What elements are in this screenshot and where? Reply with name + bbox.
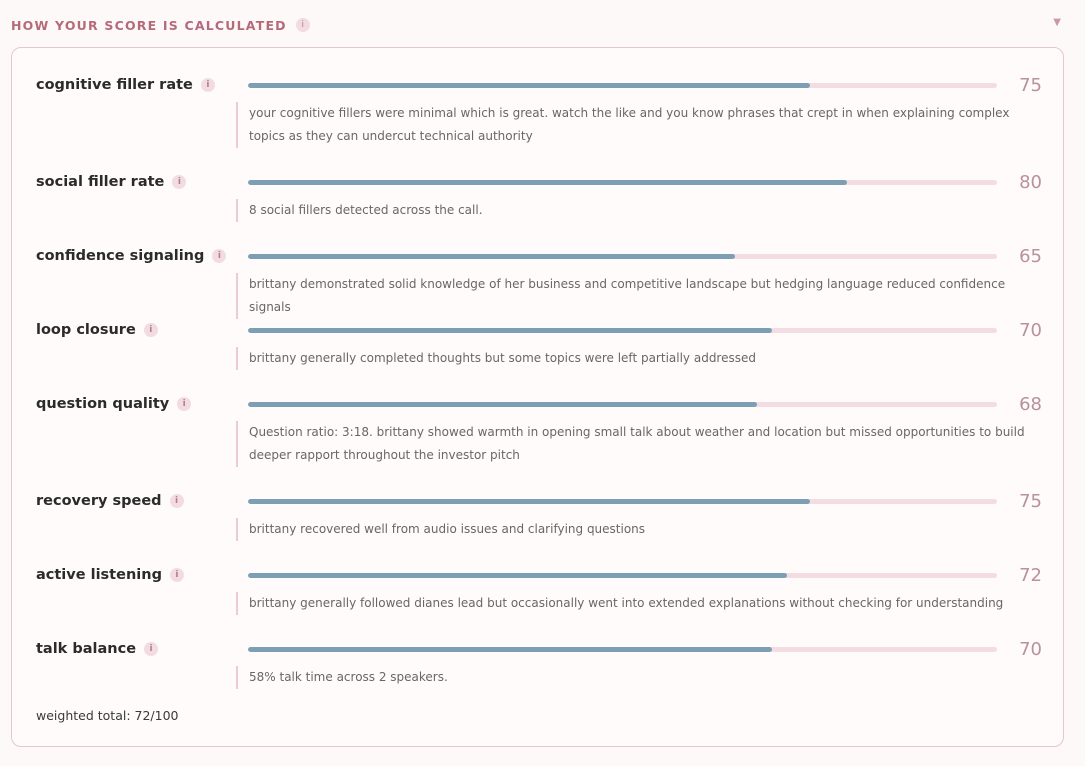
info-icon[interactable]: i [169,494,184,508]
score-bar-fill [248,499,810,504]
info-icon[interactable]: i [200,78,215,92]
score-bar-fill [248,180,848,185]
metric-description: brittany generally completed thoughts bu… [236,347,1049,370]
metric-description: 8 social fillers detected across the cal… [236,199,1049,222]
metric-label: question quality [36,396,170,412]
metric-label-wrap: active listening i [36,564,184,586]
score-bar [248,499,997,504]
metric-label-wrap: social filler rate i [36,171,187,193]
score-bar [248,83,997,88]
score-bar-fill [248,402,758,407]
metric-label-wrap: cognitive filler rate i [36,74,215,96]
metric-score: 70 [1019,319,1042,341]
metric-label: talk balance [36,641,137,657]
metric-description: your cognitive fillers were minimal whic… [236,102,1049,148]
section-header[interactable]: HOW YOUR SCORE IS CALCULATED i ▼ [11,14,1065,36]
score-bar-fill [248,647,773,652]
score-bar [248,647,997,652]
info-icon[interactable]: i [172,175,187,189]
metric-label-wrap: loop closure i [36,319,158,341]
score-bar [248,328,997,333]
score-bar-fill [248,83,810,88]
score-bar [248,180,997,185]
score-breakdown-panel: cognitive filler rate i 75 your cognitiv… [11,47,1064,747]
metric-label-wrap: question quality i [36,393,192,415]
metric-description: brittany demonstrated solid knowledge of… [236,273,1049,319]
metric-label: confidence signaling [36,248,205,264]
section-title: HOW YOUR SCORE IS CALCULATED [11,17,287,33]
info-icon[interactable]: i [143,323,158,337]
metric-score: 72 [1019,564,1042,586]
info-icon[interactable]: i [169,568,184,582]
metric-score: 75 [1019,490,1042,512]
metric-score: 68 [1019,393,1042,415]
weighted-total: weighted total: 72/100 [36,708,179,723]
metric-score: 65 [1019,245,1042,267]
metric-label: cognitive filler rate [36,77,193,93]
metric-score: 80 [1019,171,1042,193]
metric-label: loop closure [36,322,136,338]
metric-label-wrap: recovery speed i [36,490,184,512]
score-bar [248,254,997,259]
metric-label: active listening [36,567,162,583]
metric-description: 58% talk time across 2 speakers. [236,666,1049,689]
score-bar [248,573,997,578]
score-bar [248,402,997,407]
metric-label: social filler rate [36,174,165,190]
metric-score: 70 [1019,638,1042,660]
metric-description: Question ratio: 3:18. brittany showed wa… [236,421,1049,467]
score-bar-fill [248,254,735,259]
info-icon[interactable]: i [177,397,192,411]
info-icon[interactable]: i [295,18,310,32]
metric-label-wrap: talk balance i [36,638,159,660]
metric-score: 75 [1019,74,1042,96]
score-bar-fill [248,328,773,333]
info-icon[interactable]: i [144,642,159,656]
metric-description: brittany generally followed dianes lead … [236,592,1049,615]
chevron-down-icon[interactable]: ▼ [1053,17,1061,28]
score-bar-fill [248,573,788,578]
info-icon[interactable]: i [212,249,227,263]
metric-description: brittany recovered well from audio issue… [236,518,1049,541]
metric-label: recovery speed [36,493,162,509]
metric-label-wrap: confidence signaling i [36,245,227,267]
